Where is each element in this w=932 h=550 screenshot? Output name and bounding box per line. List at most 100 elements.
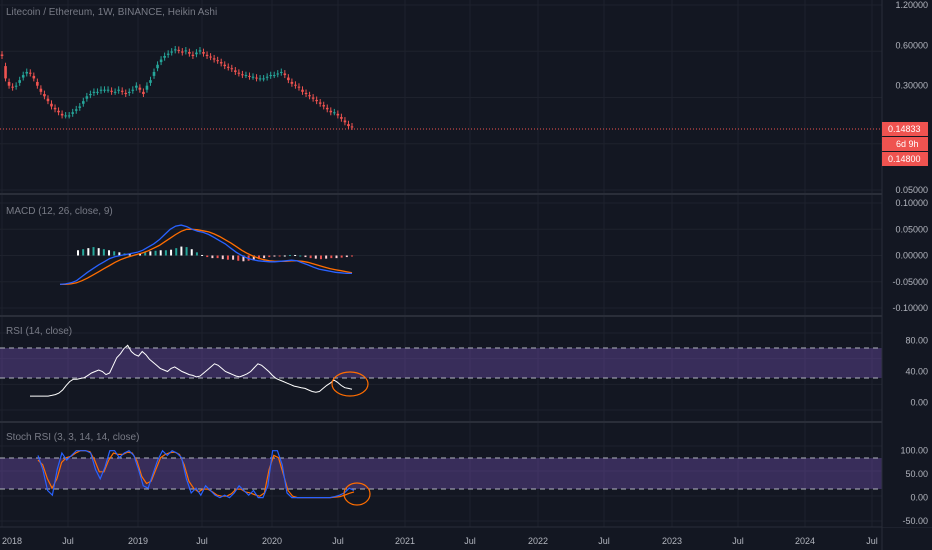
price-candle (149, 80, 152, 83)
price-candle (318, 102, 322, 104)
price-candle (347, 124, 350, 127)
y-tick-label: 1.20000 (895, 0, 928, 10)
macd-histogram-bar (87, 248, 90, 256)
macd-pane[interactable]: MACD (12, 26, close, 9) (6, 206, 353, 286)
x-tick-label: Jul (598, 536, 610, 546)
price-candle (4, 66, 7, 79)
price-candle (106, 89, 110, 91)
price-candle (92, 91, 96, 93)
macd-histogram-bar (82, 249, 85, 256)
macd-lines (59, 224, 353, 286)
right-price-axis[interactable]: 1.20000 0.60000 0.30000 0.05000 0.10000 0.050… (881, 0, 932, 550)
price-candle (322, 105, 326, 107)
price-candle (177, 49, 181, 51)
x-tick-label: 2023 (662, 536, 682, 546)
price-candle (297, 86, 301, 88)
price-candle (124, 92, 128, 95)
price-candle (343, 120, 347, 123)
price-candle (82, 101, 85, 104)
price-candle (89, 94, 92, 96)
rsi-title: RSI (14, close) (6, 326, 72, 337)
y-tick-label: 0.10000 (895, 198, 928, 208)
price-candle (166, 53, 170, 55)
price-candle (110, 90, 113, 92)
macd-histogram-bar (211, 255, 214, 259)
macd-histogram-bar (216, 255, 219, 259)
price-candle (255, 77, 258, 79)
macd-histogram-bar (263, 255, 266, 259)
price-candle (181, 51, 184, 53)
price-candle (325, 107, 329, 110)
macd-histogram-bar (345, 255, 348, 258)
x-tick-label: Jul (62, 536, 74, 546)
price-candle (113, 91, 117, 93)
stoch-band-fill (0, 458, 882, 489)
price-candle (25, 71, 29, 74)
price-pane[interactable]: Litecoin / Ethereum, 1W, BINANCE, Heikin… (0, 7, 882, 130)
price-candle (74, 109, 78, 111)
x-tick-label: Jul (732, 536, 744, 546)
macd-histogram-bar (304, 255, 307, 258)
price-candle (237, 72, 241, 74)
x-axis[interactable]: 2018 Jul 2019 Jul 2020 Jul 2021 Jul 2022 Jul 2023 J… (2, 536, 878, 546)
macd-histogram-bar (180, 246, 183, 256)
price-candle (223, 64, 227, 67)
price-candle (272, 75, 276, 77)
y-tick-label: 0.60000 (895, 40, 928, 50)
price-candle (99, 89, 103, 91)
price-candle (209, 56, 212, 58)
rsi-series-line (30, 344, 353, 397)
y-tick-label: -0.05000 (892, 277, 928, 287)
price-candle (71, 112, 75, 114)
macd-histogram-bar (108, 250, 111, 256)
y-tick-label: 0.00 (910, 493, 928, 503)
price-candle (216, 60, 219, 62)
y-tick-label: 100.00 (900, 446, 928, 456)
x-tick-label: 2019 (128, 536, 148, 546)
price-candle (0, 54, 4, 56)
price-candle (262, 78, 265, 80)
x-tick-label: 2021 (395, 536, 415, 546)
low-price-text: 0.14800 (888, 154, 921, 164)
macd-histogram-bar (294, 254, 297, 256)
price-candle (85, 96, 89, 99)
price-candle (244, 75, 248, 77)
price-candle (138, 87, 142, 90)
price-candle (258, 78, 262, 80)
macd-histogram-bar (92, 247, 95, 256)
price-candle (21, 75, 25, 78)
y-tick-label: 0.05000 (895, 185, 928, 195)
price-candle (96, 91, 99, 93)
macd-histogram-bar (319, 255, 322, 260)
price-candle (145, 85, 149, 90)
price-candle (276, 73, 280, 75)
price-candle (32, 75, 36, 79)
price-candle (184, 50, 188, 52)
price-candle (39, 88, 43, 92)
rsi-pane[interactable]: RSI (14, close) (0, 326, 882, 397)
price-candle (241, 74, 244, 76)
y-tick-label: 80.00 (905, 336, 928, 346)
y-tick-label: -50.00 (902, 516, 928, 526)
macd-histogram-bar (299, 255, 302, 257)
price-candle (248, 75, 251, 77)
x-tick-label: 2024 (795, 536, 815, 546)
price-candle (159, 59, 163, 63)
price-candle (287, 77, 290, 81)
price-candle (131, 89, 135, 91)
stoch-rsi-pane[interactable]: Stoch RSI (3, 3, 14, 14, close) (0, 432, 882, 506)
price-candle (195, 52, 198, 55)
x-tick-label: 2020 (262, 536, 282, 546)
price-candle (117, 89, 120, 91)
price-candle (329, 110, 333, 113)
price-candle (333, 112, 336, 114)
macd-histogram-bar (288, 254, 291, 256)
price-candle (191, 54, 195, 56)
macd-histogram-bar (164, 250, 167, 256)
chart-title: Litecoin / Ethereum, 1W, BINANCE, Heikin… (6, 7, 217, 18)
price-candle (311, 97, 315, 99)
price-candle (78, 106, 82, 108)
price-candle (269, 75, 272, 77)
price-candle (36, 81, 39, 86)
